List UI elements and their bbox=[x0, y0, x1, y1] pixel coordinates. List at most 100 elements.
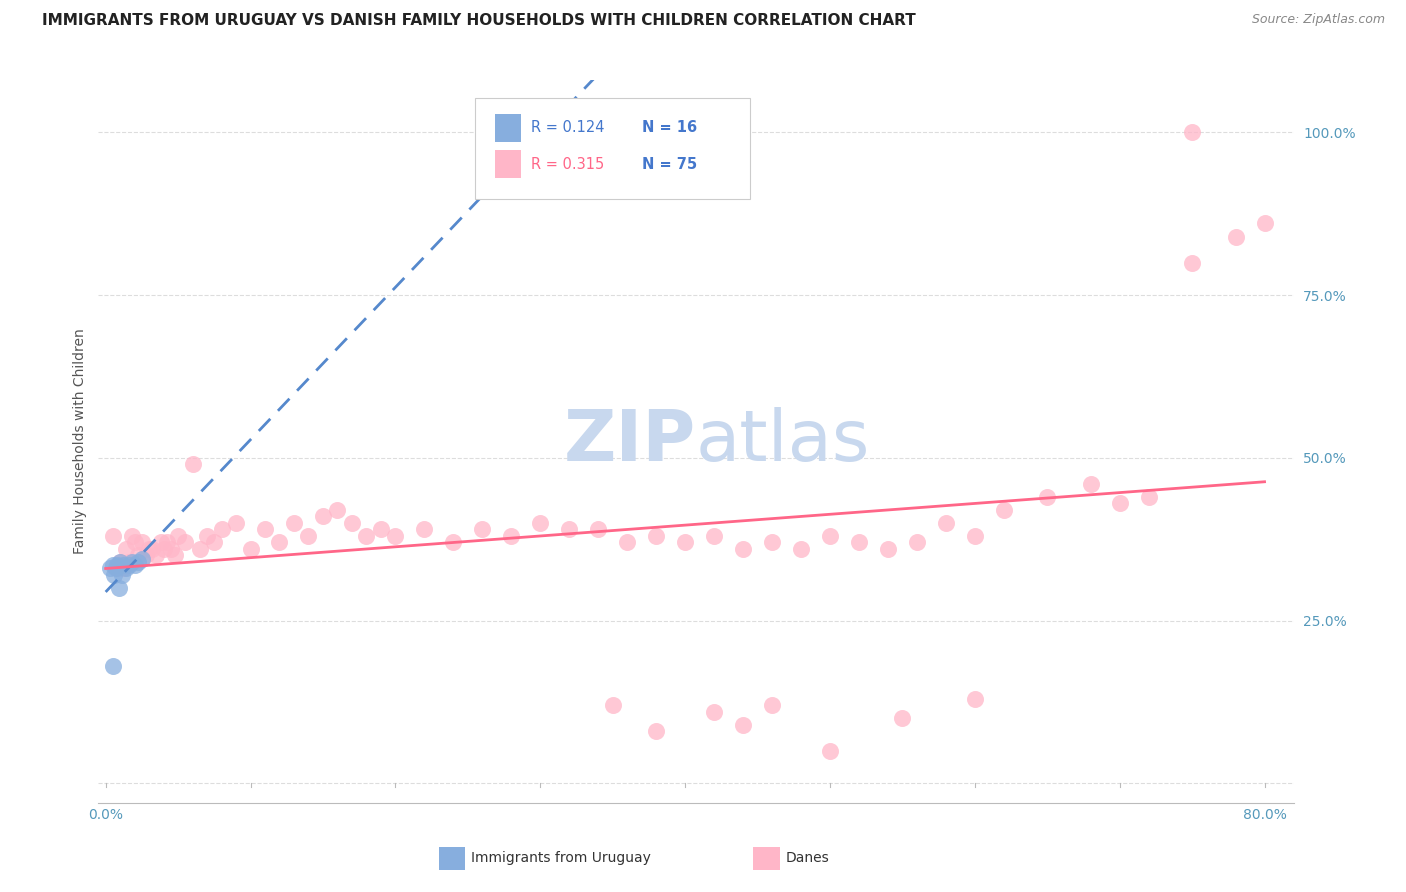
Point bbox=[101, 659, 124, 673]
Point bbox=[891, 711, 914, 725]
Point bbox=[703, 529, 725, 543]
Point bbox=[848, 535, 870, 549]
Point bbox=[145, 549, 167, 563]
Point bbox=[167, 529, 190, 543]
Point bbox=[1137, 490, 1160, 504]
Point bbox=[501, 529, 523, 543]
Point bbox=[107, 581, 129, 595]
Point bbox=[1181, 255, 1204, 269]
Point bbox=[645, 529, 668, 543]
Text: atlas: atlas bbox=[696, 407, 870, 476]
Point bbox=[731, 717, 754, 731]
Point bbox=[1080, 476, 1102, 491]
Text: ZIP: ZIP bbox=[564, 407, 696, 476]
Point bbox=[104, 561, 127, 575]
Point bbox=[195, 529, 218, 543]
Point bbox=[529, 516, 551, 530]
Point bbox=[202, 535, 225, 549]
Point bbox=[761, 698, 783, 713]
Point bbox=[165, 549, 187, 563]
Bar bbox=[754, 847, 780, 870]
Point bbox=[115, 541, 138, 556]
Point bbox=[384, 529, 406, 543]
Point bbox=[118, 555, 141, 569]
Point bbox=[818, 744, 841, 758]
Point bbox=[963, 529, 986, 543]
Text: 80.0%: 80.0% bbox=[1243, 808, 1286, 822]
Point bbox=[124, 535, 146, 549]
Point bbox=[211, 523, 233, 537]
Point bbox=[115, 561, 138, 575]
Point bbox=[761, 535, 783, 549]
Point bbox=[160, 541, 183, 556]
Text: R = 0.124: R = 0.124 bbox=[531, 120, 605, 136]
Point bbox=[131, 551, 153, 566]
Point bbox=[108, 555, 131, 569]
Point bbox=[1181, 125, 1204, 139]
Point bbox=[340, 516, 363, 530]
Point bbox=[558, 523, 581, 537]
Point bbox=[993, 503, 1015, 517]
Point bbox=[149, 535, 172, 549]
Point bbox=[138, 541, 160, 556]
Y-axis label: Family Households with Children: Family Households with Children bbox=[73, 328, 87, 555]
Point bbox=[124, 558, 146, 573]
Bar bbox=[495, 151, 522, 178]
Point bbox=[356, 529, 378, 543]
Point bbox=[101, 558, 124, 573]
Bar bbox=[439, 847, 465, 870]
Point bbox=[188, 541, 211, 556]
Point bbox=[105, 561, 128, 575]
Point bbox=[441, 535, 464, 549]
Point bbox=[152, 541, 174, 556]
Text: Danes: Danes bbox=[786, 852, 830, 865]
Point bbox=[818, 529, 841, 543]
Point bbox=[141, 541, 163, 556]
Text: 0.0%: 0.0% bbox=[89, 808, 124, 822]
Point bbox=[645, 724, 668, 739]
Text: Source: ZipAtlas.com: Source: ZipAtlas.com bbox=[1251, 13, 1385, 27]
Point bbox=[121, 529, 143, 543]
Point bbox=[413, 523, 436, 537]
Text: N = 75: N = 75 bbox=[643, 157, 697, 171]
Point bbox=[877, 541, 900, 556]
Point bbox=[121, 555, 143, 569]
Point bbox=[253, 523, 276, 537]
Point bbox=[181, 458, 204, 472]
Point bbox=[283, 516, 305, 530]
Point bbox=[602, 698, 624, 713]
Point bbox=[127, 555, 149, 569]
Point bbox=[155, 535, 177, 549]
Point bbox=[1036, 490, 1059, 504]
Point bbox=[731, 541, 754, 556]
Point bbox=[112, 558, 135, 573]
Point bbox=[225, 516, 247, 530]
Point bbox=[131, 535, 153, 549]
Point bbox=[673, 535, 696, 549]
Point bbox=[101, 529, 124, 543]
Point bbox=[905, 535, 928, 549]
Point bbox=[790, 541, 813, 556]
Text: Immigrants from Uruguay: Immigrants from Uruguay bbox=[471, 852, 651, 865]
Point bbox=[471, 523, 494, 537]
Point bbox=[174, 535, 197, 549]
Point bbox=[103, 568, 125, 582]
Point bbox=[239, 541, 262, 556]
Point bbox=[135, 549, 157, 563]
Point bbox=[935, 516, 957, 530]
Text: R = 0.315: R = 0.315 bbox=[531, 157, 605, 171]
Point bbox=[586, 523, 609, 537]
Point bbox=[616, 535, 638, 549]
Point bbox=[105, 558, 128, 573]
Point bbox=[312, 509, 335, 524]
Text: IMMIGRANTS FROM URUGUAY VS DANISH FAMILY HOUSEHOLDS WITH CHILDREN CORRELATION CH: IMMIGRANTS FROM URUGUAY VS DANISH FAMILY… bbox=[42, 13, 915, 29]
Point bbox=[1108, 496, 1130, 510]
Point bbox=[1253, 217, 1275, 231]
Point bbox=[118, 558, 141, 573]
Point bbox=[297, 529, 319, 543]
Bar bbox=[495, 114, 522, 142]
Text: N = 16: N = 16 bbox=[643, 120, 697, 136]
Point bbox=[703, 705, 725, 719]
Point bbox=[127, 549, 149, 563]
Point bbox=[112, 561, 135, 575]
